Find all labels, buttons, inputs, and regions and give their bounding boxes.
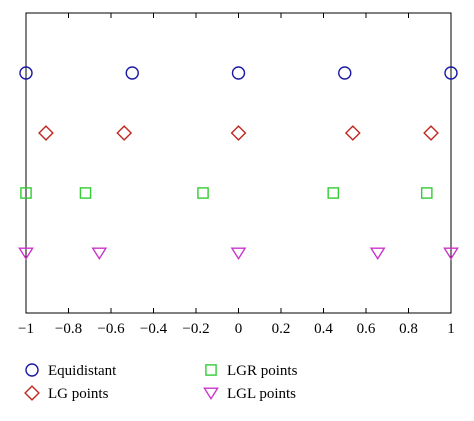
x-tick-label: −0.8 <box>55 321 82 337</box>
legend: Equidistant LG points LGR points LGL points <box>24 363 298 402</box>
square-marker <box>205 364 217 376</box>
circle-marker <box>25 363 39 377</box>
x-tick-label: 0 <box>235 321 243 337</box>
triangle-marker <box>443 247 459 261</box>
triangle-marker <box>230 247 247 261</box>
x-tick-label: 0.6 <box>357 321 376 337</box>
triangle-marker <box>203 387 219 401</box>
square-marker <box>327 187 340 199</box>
circle-marker <box>338 66 352 80</box>
x-tick-label: 0.2 <box>272 321 291 337</box>
x-tick-label: −0.6 <box>97 321 125 337</box>
legend-label: LG points <box>48 386 109 402</box>
square-marker <box>79 187 92 199</box>
data-points <box>18 66 459 261</box>
diamond-marker <box>230 125 247 141</box>
diamond-marker <box>24 385 40 401</box>
triangle-marker <box>18 247 34 261</box>
legend-label: Equidistant <box>48 363 117 379</box>
circle-marker <box>125 66 139 80</box>
square-marker <box>420 187 433 199</box>
circle-marker <box>231 66 246 80</box>
circle-marker <box>444 66 458 80</box>
x-tick-label: −0.4 <box>140 321 168 337</box>
legend-label: LGL points <box>227 386 296 402</box>
diamond-marker <box>423 125 439 141</box>
x-tick-label: 0.4 <box>314 321 333 337</box>
x-tick-label: 1 <box>447 321 455 337</box>
diamond-marker <box>116 125 133 141</box>
x-tick-label: −0.2 <box>182 321 209 337</box>
triangle-marker <box>91 247 108 261</box>
diamond-marker <box>38 125 54 141</box>
plot-frame <box>25 12 452 314</box>
square-marker <box>20 187 32 199</box>
legend-label: LGR points <box>227 363 298 379</box>
circle-marker <box>19 66 33 80</box>
square-marker <box>197 187 209 199</box>
x-axis: −1 −0.8 −0.6 −0.4 −0.2 0 0.2 0.4 0.6 0.8 1 <box>18 13 455 337</box>
x-tick-label: 0.8 <box>399 321 418 337</box>
diamond-marker <box>344 125 361 141</box>
triangle-marker <box>369 247 386 261</box>
x-tick-label: −1 <box>18 321 34 337</box>
